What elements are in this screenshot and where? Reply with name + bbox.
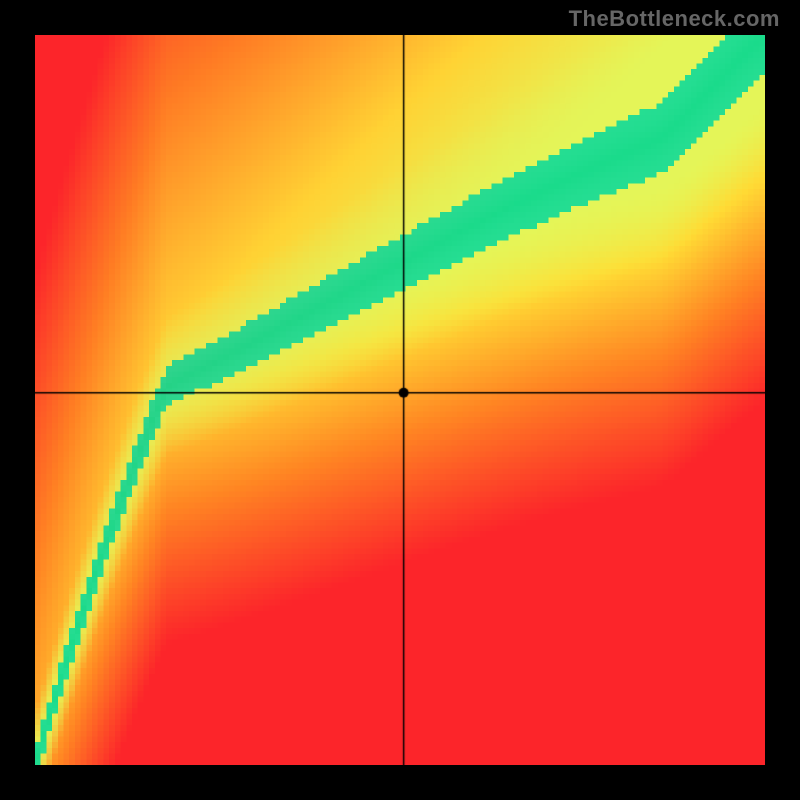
bottleneck-heatmap bbox=[35, 35, 765, 765]
watermark-text: TheBottleneck.com bbox=[569, 6, 780, 32]
chart-container: TheBottleneck.com bbox=[0, 0, 800, 800]
